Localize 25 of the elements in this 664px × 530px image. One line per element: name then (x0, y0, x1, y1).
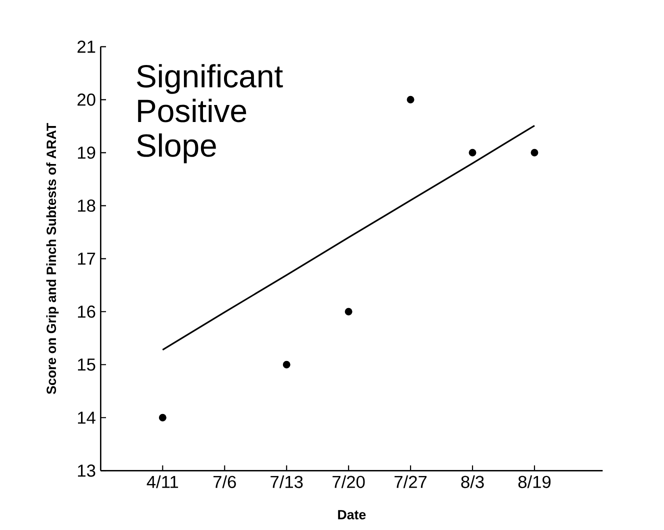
x-tick-label: 7/27 (394, 475, 427, 488)
y-tick-label: 17 (78, 252, 96, 265)
y-axis-title: Score on Grip and Pinch Subtests of ARAT (46, 122, 59, 394)
y-tick-label: 20 (78, 94, 96, 106)
annotation: Significant Positive Slope (136, 64, 283, 164)
x-tick-label: 7/6 (213, 475, 236, 488)
y-tick-label: 19 (78, 146, 96, 159)
x-tick-label: 7/13 (270, 475, 303, 488)
point (406, 96, 414, 104)
x-tick-label: 8/3 (461, 475, 484, 488)
y-tick-label: 16 (78, 306, 96, 318)
point (530, 148, 538, 156)
y-tick-label: 18 (78, 200, 96, 212)
point (344, 308, 352, 316)
point (158, 414, 166, 422)
x-axis-title: Date (338, 510, 366, 520)
y-tick-label: 14 (78, 412, 96, 424)
point (468, 148, 476, 156)
x-tick-label: 7/20 (332, 475, 365, 488)
y-tick-label: 13 (78, 464, 96, 477)
y-tick-label: 15 (78, 358, 96, 371)
y-tick-label: 21 (78, 40, 96, 53)
point (282, 360, 290, 368)
x-tick-label: 4/11 (146, 475, 178, 488)
x-tick-label: 8/19 (518, 475, 551, 488)
